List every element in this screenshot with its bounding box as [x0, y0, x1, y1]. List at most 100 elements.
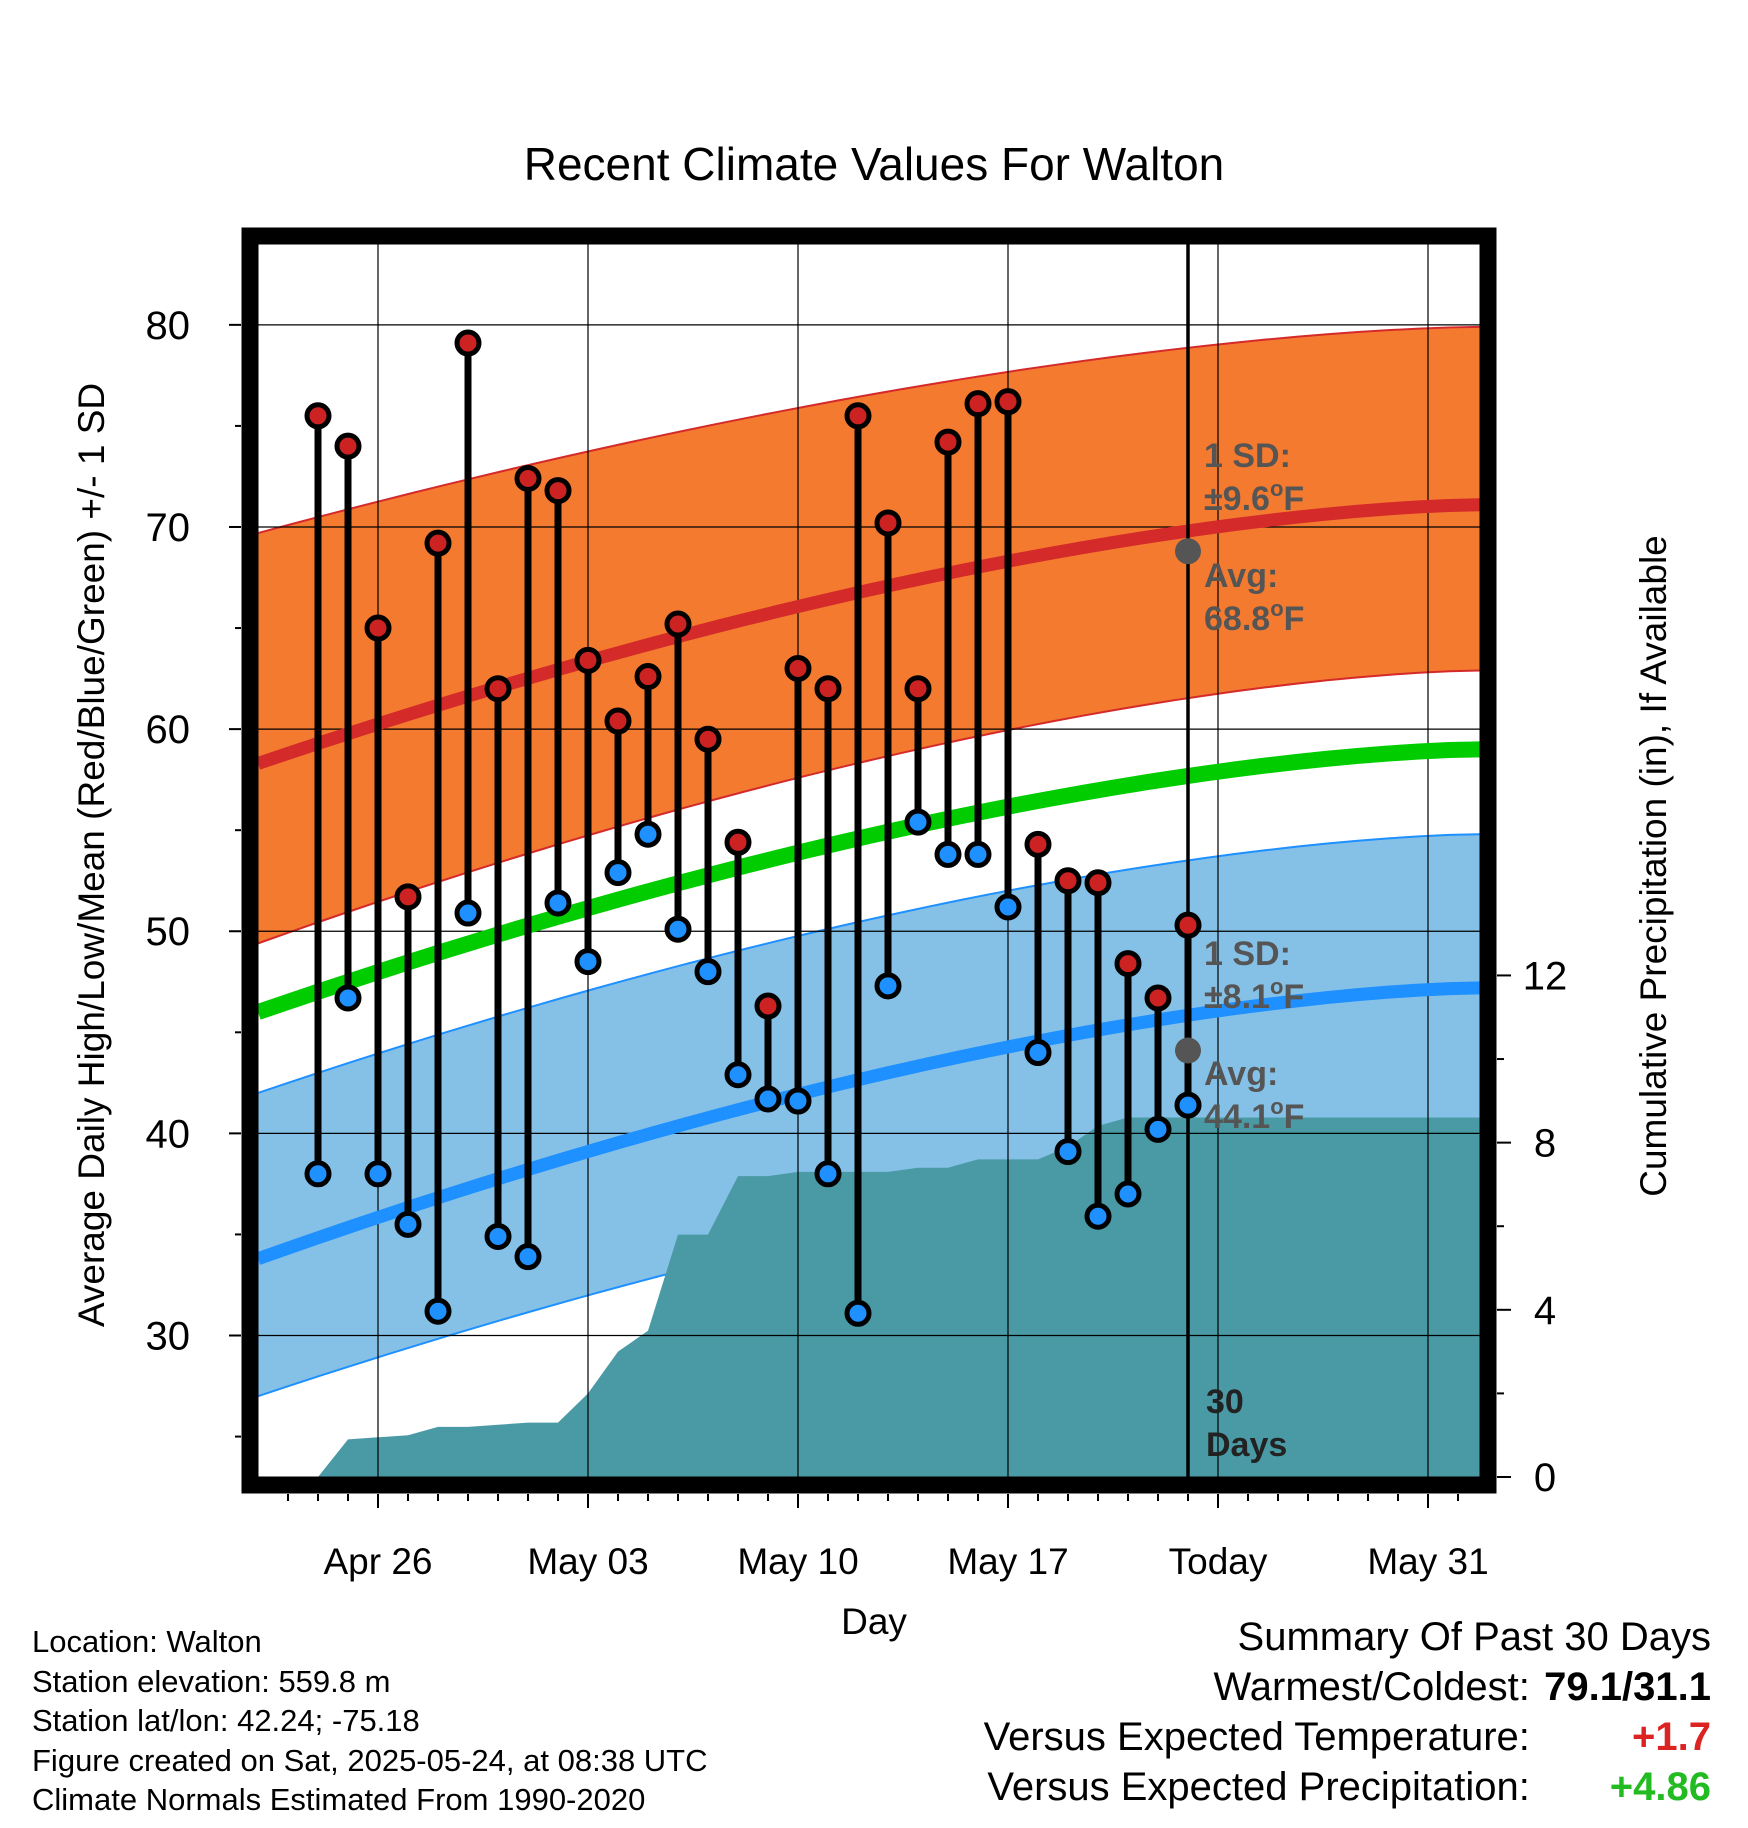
- x-tick-label: May 31: [1367, 1541, 1488, 1582]
- warm-cold-label: Warmest/Coldest:: [1213, 1665, 1530, 1709]
- low-sd-label: 1 SD:: [1204, 935, 1291, 973]
- daily-high-point: [334, 432, 362, 460]
- daily-low-point: [994, 893, 1022, 921]
- y-tick-label: 30: [146, 1315, 191, 1359]
- daily-low-point: [484, 1222, 512, 1250]
- x-axis-label: Day: [841, 1601, 907, 1642]
- daily-high-point: [784, 654, 812, 682]
- daily-high-point: [304, 402, 332, 430]
- period-unit: Days: [1206, 1426, 1287, 1464]
- daily-low-point: [544, 889, 572, 917]
- daily-low-point: [844, 1299, 872, 1327]
- daily-high-point: [964, 390, 992, 418]
- daily-low-point: [754, 1085, 782, 1113]
- temp-label: Versus Expected Temperature:: [983, 1715, 1530, 1759]
- y2-tick-label: 12: [1523, 954, 1568, 998]
- daily-low-point: [634, 820, 662, 848]
- daily-high-point: [1144, 984, 1172, 1012]
- daily-low-point: [1084, 1202, 1112, 1230]
- daily-high-point: [1084, 869, 1112, 897]
- daily-high-point: [364, 614, 392, 642]
- daily-low-point: [454, 899, 482, 927]
- daily-high-point: [604, 707, 632, 735]
- mean-line: [255, 741, 1481, 1020]
- precip-row: Versus Expected Precipitation: +4.86: [984, 1762, 1711, 1812]
- daily-high-point: [514, 464, 542, 492]
- y2-tick-label: 0: [1534, 1456, 1556, 1500]
- daily-low-point: [424, 1297, 452, 1325]
- daily-low-point: [724, 1061, 752, 1089]
- high-sd-value: ±9.6oF: [1204, 476, 1304, 518]
- location-text: Location: Walton: [32, 1624, 262, 1659]
- daily-high-point: [634, 663, 662, 691]
- daily-high-point: [694, 725, 722, 753]
- daily-low-point: [574, 948, 602, 976]
- chart-title: Recent Climate Values For Walton: [524, 138, 1225, 190]
- precip-value: +4.86: [1609, 1765, 1711, 1809]
- x-tick-label: May 10: [737, 1541, 858, 1582]
- daily-low-point: [1054, 1138, 1082, 1166]
- summary-panel: Summary Of Past 30 Days Warmest/Coldest:…: [984, 1612, 1711, 1812]
- low-sd-upper-edge: [257, 833, 1481, 1094]
- elevation-text: Station elevation: 559.8 m: [32, 1663, 391, 1699]
- x-tick-label: Apr 26: [323, 1541, 432, 1582]
- daily-high-point: [1174, 911, 1202, 939]
- high-avg-label: Avg:: [1204, 557, 1278, 595]
- daily-high-point: [934, 428, 962, 456]
- summary-heading: Summary Of Past 30 Days: [1237, 1615, 1711, 1659]
- y-tick-label: 40: [146, 1112, 191, 1156]
- daily-low-point: [1144, 1115, 1172, 1143]
- daily-high-point: [814, 675, 842, 703]
- low-sd-value: ±8.1oF: [1204, 974, 1304, 1016]
- daily-high-point: [844, 402, 872, 430]
- y-tick-label: 80: [146, 304, 191, 348]
- daily-low-point: [394, 1210, 422, 1238]
- period-value: 30: [1206, 1383, 1244, 1421]
- daily-high-point: [574, 646, 602, 674]
- x-tick-label: Today: [1169, 1541, 1268, 1582]
- daily-high-point: [994, 388, 1022, 416]
- high-sd-lower-edge: [257, 669, 1481, 945]
- y-tick-label: 70: [146, 506, 191, 550]
- low-avg-label: Avg:: [1204, 1055, 1278, 1093]
- daily-high-point: [724, 828, 752, 856]
- low-sd-band: [258, 834, 1480, 1397]
- daily-low-point: [1174, 1091, 1202, 1119]
- daily-high-point: [1054, 867, 1082, 895]
- daily-low-point: [364, 1160, 392, 1188]
- y2-axis-label: Cumulative Precipitation (in), If Availa…: [1633, 535, 1674, 1197]
- daily-low-point: [814, 1160, 842, 1188]
- today-high-average-marker: [1175, 538, 1201, 565]
- daily-high-point: [754, 992, 782, 1020]
- y2-tick-label: 4: [1534, 1289, 1556, 1333]
- temp-row: Versus Expected Temperature: +1.7: [984, 1712, 1711, 1762]
- daily-low-point: [874, 972, 902, 1000]
- daily-high-point: [904, 675, 932, 703]
- daily-high-point: [394, 883, 422, 911]
- normals-text: Climate Normals Estimated From 1990-2020: [32, 1782, 646, 1817]
- high-avg-value: 68.8oF: [1204, 596, 1304, 638]
- high-sd-upper-edge: [257, 325, 1481, 535]
- x-tick-label: May 17: [947, 1541, 1068, 1582]
- daily-high-point: [544, 477, 572, 505]
- daily-low-point: [934, 840, 962, 868]
- high-sd-label: 1 SD:: [1204, 437, 1291, 475]
- daily-low-point: [694, 958, 722, 986]
- daily-low-point: [334, 984, 362, 1012]
- daily-high-point: [454, 329, 482, 357]
- warm-cold-value: 79.1/31.1: [1544, 1665, 1711, 1709]
- daily-low-point: [964, 840, 992, 868]
- daily-low-point: [604, 859, 632, 887]
- created-text: Figure created on Sat, 2025-05-24, at 08…: [32, 1742, 708, 1778]
- daily-high-point: [424, 529, 452, 557]
- high-average-line: [255, 498, 1481, 770]
- plot-frame: [241, 227, 1497, 1494]
- low-average-line: [255, 981, 1481, 1265]
- daily-high-point: [874, 509, 902, 537]
- y-axis-label: Average Daily High/Low/Mean (Red/Blue/Gr…: [71, 383, 112, 1327]
- y-tick-label: 60: [146, 708, 191, 752]
- daily-high-point: [1024, 830, 1052, 858]
- daily-high-point: [1114, 950, 1142, 978]
